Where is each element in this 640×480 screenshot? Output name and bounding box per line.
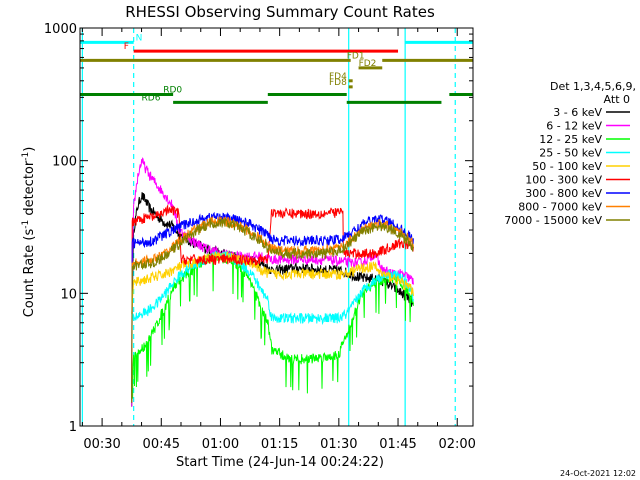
x-axis-label: Start Time (24-Jun-14 00:24:22) (176, 455, 384, 470)
series-line-50-100-kev (131, 251, 414, 314)
flag-label-rd0: RD0 (163, 86, 182, 96)
y-axis-label-end: ) (22, 147, 37, 152)
timestamp: 24-Oct-2021 12:02 (560, 469, 636, 478)
flag-label-fd8: FD8 (329, 78, 347, 88)
x-tick-label: 01:00 (202, 437, 239, 452)
x-tick-label: 01:30 (320, 437, 357, 452)
series-line-100-300-kev (131, 204, 414, 403)
legend-label-50-100-kev: 50 - 100 keV (532, 160, 602, 173)
legend-label-100-300-kev: 100 - 300 keV (525, 174, 602, 187)
legend-label-3-6-kev: 3 - 6 keV (553, 106, 602, 119)
y-tick-label: 1 (69, 420, 77, 435)
flag-label-fd4: FD4 (329, 72, 347, 82)
plot-frame (79, 27, 474, 427)
series-line-7000-15000-kev (131, 218, 414, 403)
x-tick-label: 00:30 (83, 437, 120, 452)
chart-title: RHESSI Observing Summary Count Rates (125, 3, 435, 21)
y-axis-label: Count Rate (s-1 detector-1) (21, 147, 37, 318)
y-tick-label: 1000 (44, 22, 77, 37)
y-tick-label: 10 (60, 287, 77, 302)
y-axis: 1 10 100 1000 (44, 22, 473, 435)
x-axis: 00:30 00:45 01:00 01:15 01:30 01:45 02:00 (81, 28, 476, 452)
legend-label-12-25-kev: 12 - 25 keV (539, 133, 602, 146)
x-tick-label: 01:15 (261, 437, 298, 452)
series-line-300-800-kev (131, 211, 414, 403)
flag-label-fd1: FD1 (347, 51, 365, 61)
legend-label-7000-15000-kev: 7000 - 15000 keV (504, 214, 602, 227)
legend-header-attenuator: Att 0 (604, 93, 630, 106)
flag-label-fd2: FD2 (359, 59, 377, 69)
y-axis-label-main: Count Rate (s (22, 229, 37, 318)
flag-label-n: N (136, 33, 143, 43)
legend-label-6-12-kev: 6 - 12 keV (546, 120, 602, 133)
legend-label-800-7000-kev: 800 - 7000 keV (518, 201, 602, 214)
series-line-25-50-kev (131, 249, 414, 326)
x-tick-label: 02:00 (438, 437, 475, 452)
flag-label-rd6: RD6 (142, 93, 161, 103)
series-layer (131, 157, 414, 407)
legend-label-25-50-kev: 25 - 50 keV (539, 147, 602, 160)
legend-label-300-800-kev: 300 - 800 keV (525, 187, 602, 200)
x-tick-label: 00:45 (143, 437, 180, 452)
flag-label-f: F (124, 42, 129, 52)
y-tick-label: 100 (52, 155, 77, 170)
legend-header-detectors: Det 1,3,4,5,6,9, (550, 80, 636, 93)
y-axis-label-mid: detector (22, 160, 37, 220)
x-tick-label: 01:45 (379, 437, 416, 452)
y-axis-label-sup2: -1 (21, 152, 31, 161)
y-axis-label-sup1: -1 (21, 220, 31, 229)
